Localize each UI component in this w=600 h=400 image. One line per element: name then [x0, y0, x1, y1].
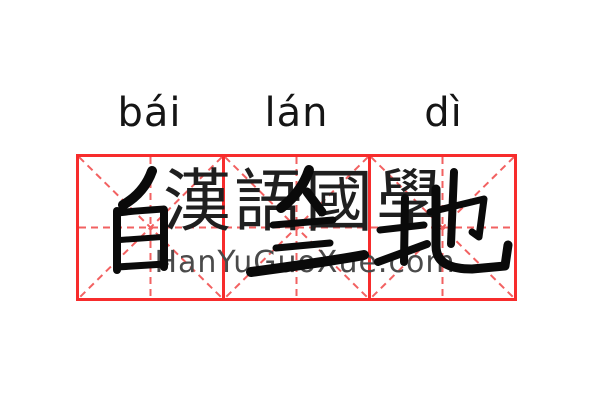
char-stroke: [431, 184, 513, 274]
mizige-guides-icon: [225, 157, 368, 298]
char-stroke: [117, 234, 165, 243]
character-lan-drawing: 兰: [246, 165, 369, 277]
character-di-drawing: 地: [374, 168, 513, 274]
character-box-3: [368, 157, 514, 298]
char-stroke: [113, 205, 168, 217]
char-stroke: [374, 240, 431, 266]
pinyin-syllable-lan: lán: [264, 90, 329, 136]
mizige-guides-icon: [371, 157, 514, 298]
char-stroke: [272, 239, 334, 252]
char-stroke: [426, 195, 488, 241]
character-box-2: [222, 157, 368, 298]
pinyin-row: bái lán dì: [76, 90, 517, 136]
pinyin-syllable-di: dì: [424, 90, 463, 136]
character-grid: [76, 154, 517, 301]
char-stroke: [269, 216, 337, 229]
mizige-guides-icon: [79, 157, 222, 298]
char-stroke: [276, 165, 314, 213]
character-box-1: [79, 157, 222, 298]
char-stroke: [246, 250, 369, 277]
char-stroke: [118, 166, 157, 210]
character-bai-drawing: 白: [113, 166, 169, 274]
char-stroke: [113, 260, 169, 271]
char-stroke: [302, 187, 327, 217]
pinyin-syllable-bai: bái: [117, 90, 182, 136]
